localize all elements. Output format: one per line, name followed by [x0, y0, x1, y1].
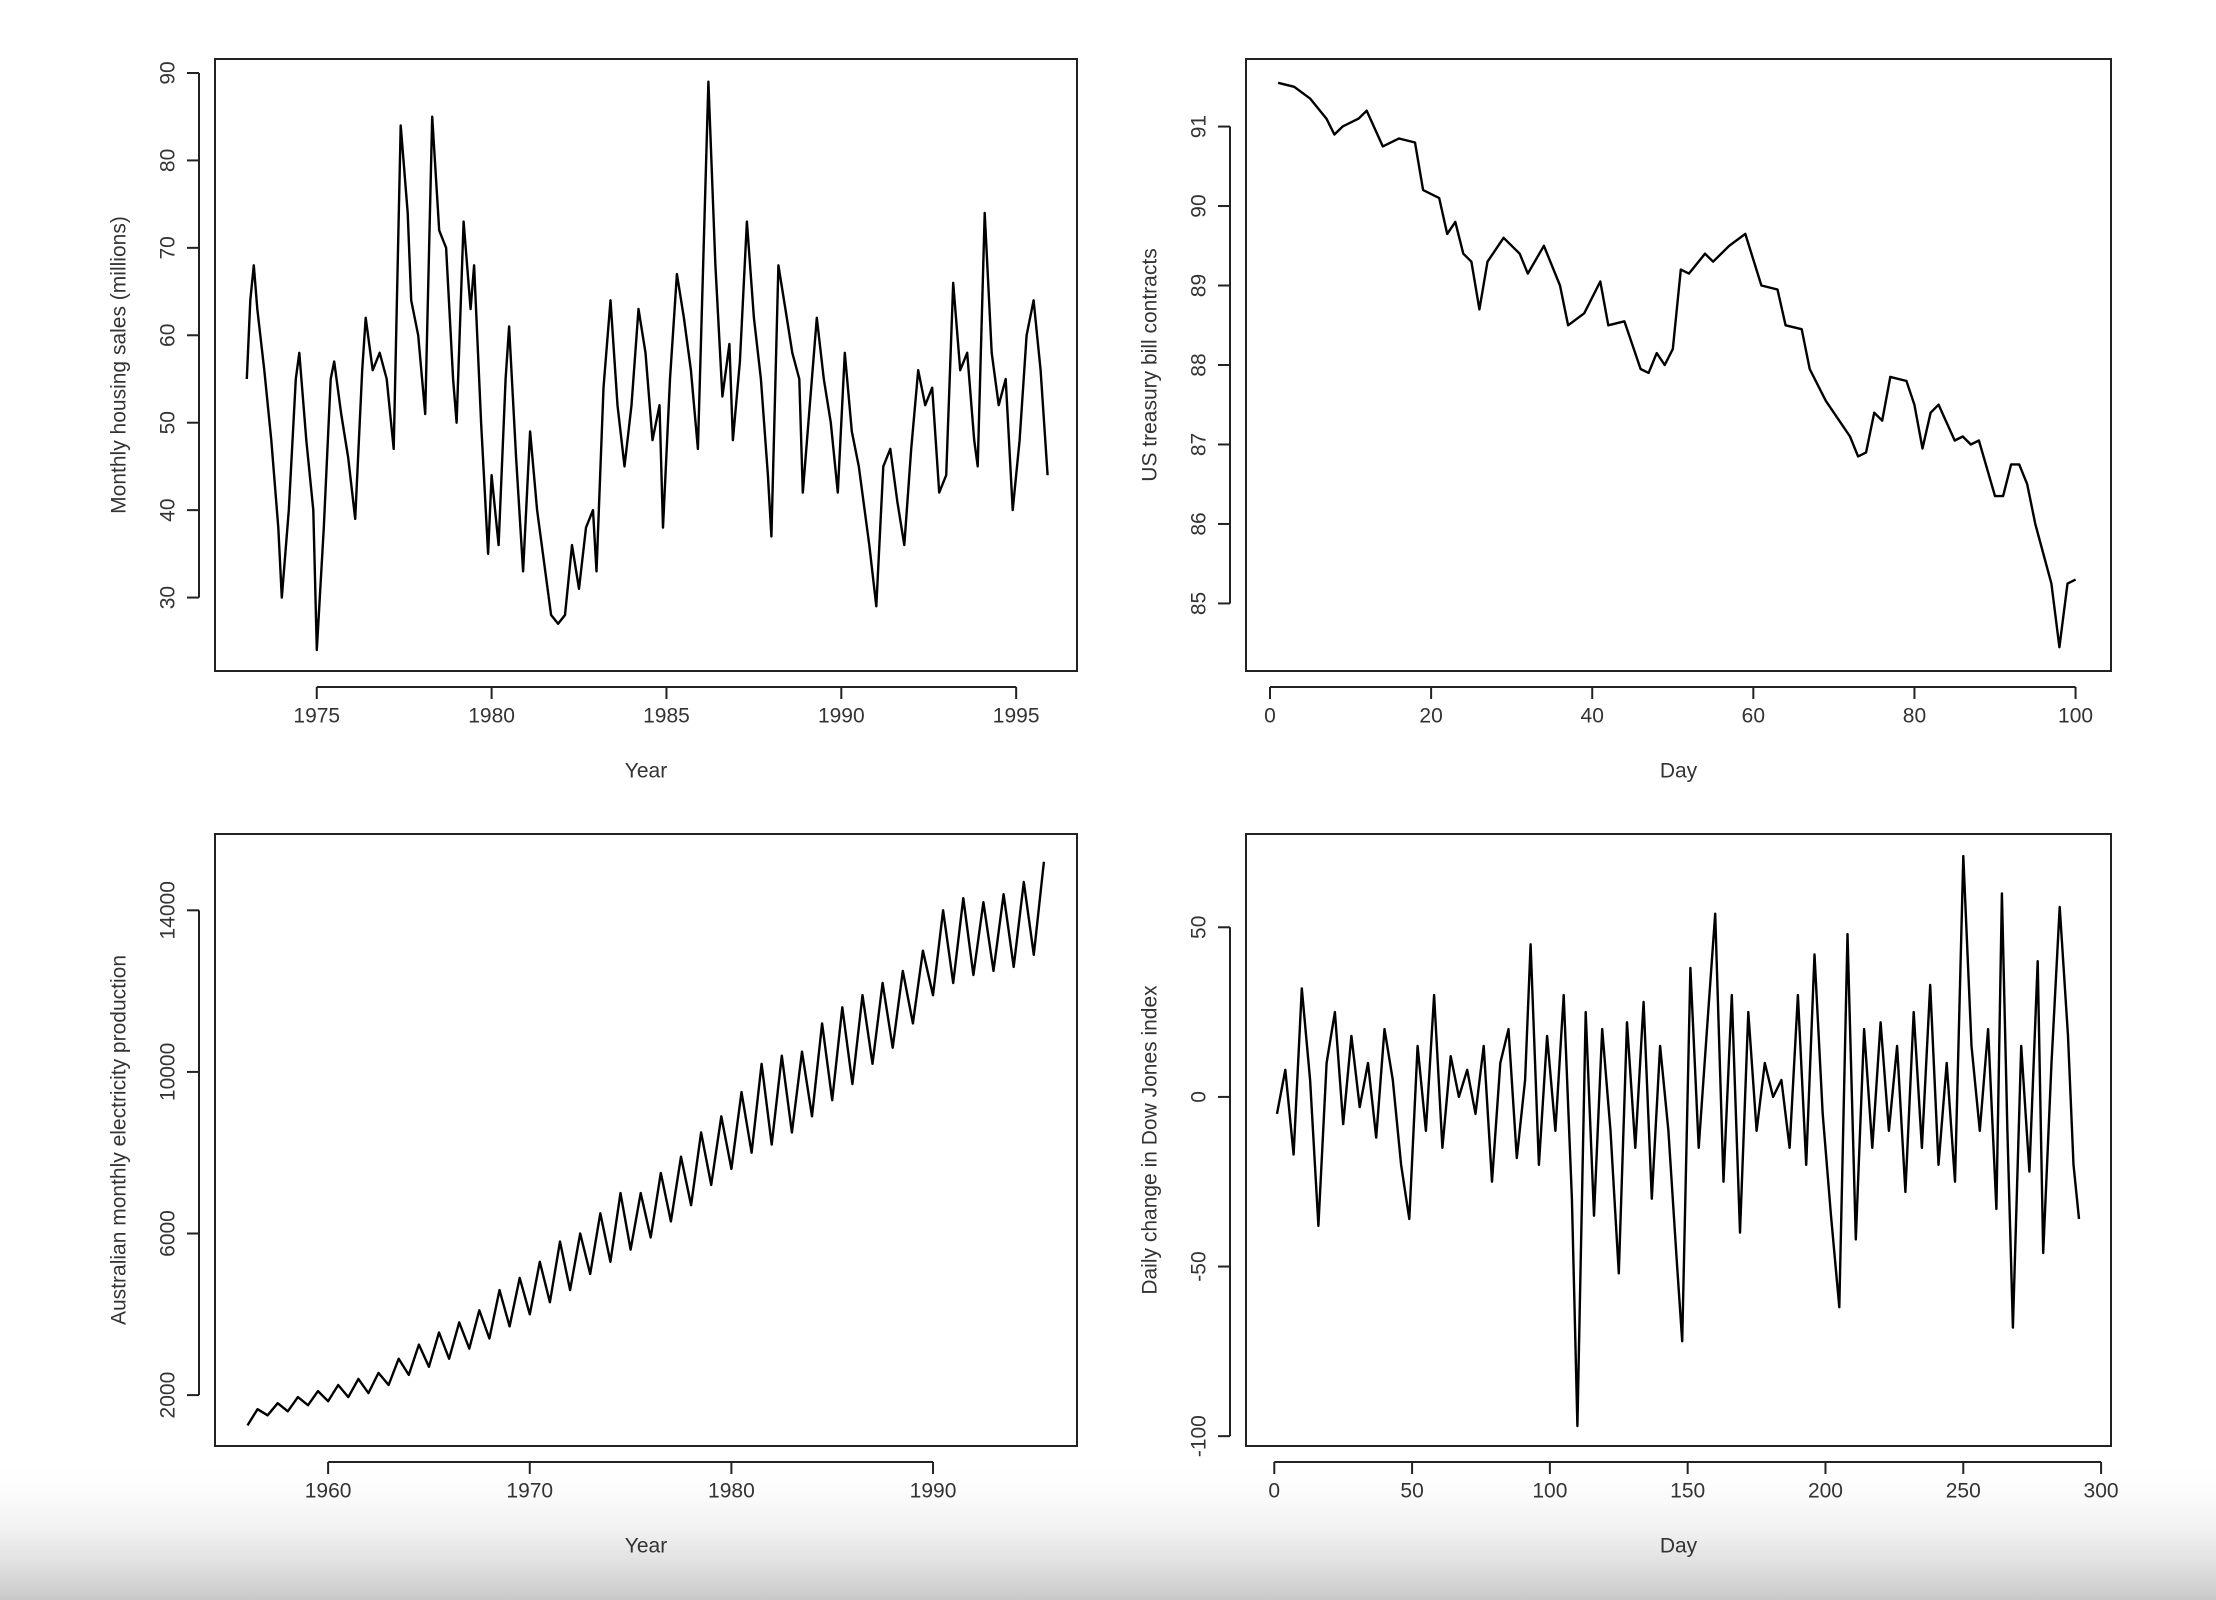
- x-tick-label: 1975: [293, 705, 340, 728]
- y-tick-label: 89: [1188, 274, 1211, 297]
- y-tick-label: 0: [1188, 1091, 1211, 1103]
- y-tick-label: 40: [157, 498, 180, 521]
- y-tick-label: 10000: [157, 1043, 180, 1101]
- y-tick-label: -100: [1188, 1415, 1211, 1457]
- plot-frame: [1245, 58, 2112, 672]
- x-tick-label: 50: [1400, 1480, 1423, 1503]
- x-axis-title: Year: [625, 1535, 667, 1558]
- data-line: [1277, 81, 2077, 649]
- y-tick-label: 85: [1188, 592, 1211, 615]
- x-tick-label: 0: [1268, 1480, 1280, 1503]
- y-tick-label: 60: [157, 324, 180, 347]
- x-axis-title: Year: [625, 760, 667, 783]
- y-tick-label: 86: [1188, 512, 1211, 535]
- y-axis-title: Monthly housing sales (millions): [108, 216, 131, 514]
- x-tick-label: 40: [1581, 705, 1604, 728]
- data-line: [245, 80, 1049, 652]
- x-tick-label: 1985: [643, 705, 690, 728]
- data-line: [246, 861, 1046, 1427]
- x-tick-label: 1980: [708, 1480, 755, 1503]
- y-tick-label: 80: [157, 149, 180, 172]
- x-tick-label: 100: [2058, 705, 2093, 728]
- y-tick-label: 2000: [157, 1372, 180, 1419]
- y-tick-label: 14000: [157, 881, 180, 939]
- y-tick-label: 87: [1188, 433, 1211, 456]
- y-tick-label: 30: [157, 586, 180, 609]
- x-tick-label: 100: [1532, 1480, 1567, 1503]
- x-tick-label: 1970: [506, 1480, 553, 1503]
- x-tick-label: 1995: [993, 705, 1040, 728]
- x-tick-label: 250: [1946, 1480, 1981, 1503]
- x-tick-label: 300: [2084, 1480, 2119, 1503]
- x-tick-label: 150: [1670, 1480, 1705, 1503]
- y-tick-label: 6000: [157, 1210, 180, 1257]
- x-tick-label: 0: [1264, 705, 1276, 728]
- x-tick-label: 1990: [818, 705, 865, 728]
- y-tick-label: 50: [157, 411, 180, 434]
- y-tick-label: 88: [1188, 353, 1211, 376]
- data-line: [1275, 854, 2081, 1428]
- y-tick-label: -50: [1188, 1251, 1211, 1281]
- plot-frame: [1245, 833, 2112, 1447]
- x-tick-label: 1990: [910, 1480, 957, 1503]
- y-tick-label: 90: [1188, 194, 1211, 217]
- x-tick-label: 1960: [305, 1480, 352, 1503]
- x-tick-label: 60: [1742, 705, 1765, 728]
- y-tick-label: 70: [157, 236, 180, 259]
- y-axis-title: US treasury bill contracts: [1139, 248, 1162, 481]
- y-tick-label: 90: [157, 61, 180, 84]
- x-axis-title: Day: [1660, 1535, 1698, 1558]
- bottom-fade: [0, 1455, 2216, 1600]
- y-axis-title: Australian monthly electricity productio…: [108, 955, 131, 1325]
- plot-frame: [214, 58, 1078, 672]
- x-axis-title: Day: [1660, 760, 1698, 783]
- y-tick-label: 50: [1188, 916, 1211, 939]
- x-tick-label: 200: [1808, 1480, 1843, 1503]
- y-tick-label: 91: [1188, 115, 1211, 138]
- x-tick-label: 1980: [468, 705, 515, 728]
- x-tick-label: 20: [1419, 705, 1442, 728]
- y-axis-title: Daily change in Dow Jones index: [1139, 985, 1162, 1295]
- x-tick-label: 80: [1903, 705, 1926, 728]
- plot-frame: [214, 833, 1078, 1447]
